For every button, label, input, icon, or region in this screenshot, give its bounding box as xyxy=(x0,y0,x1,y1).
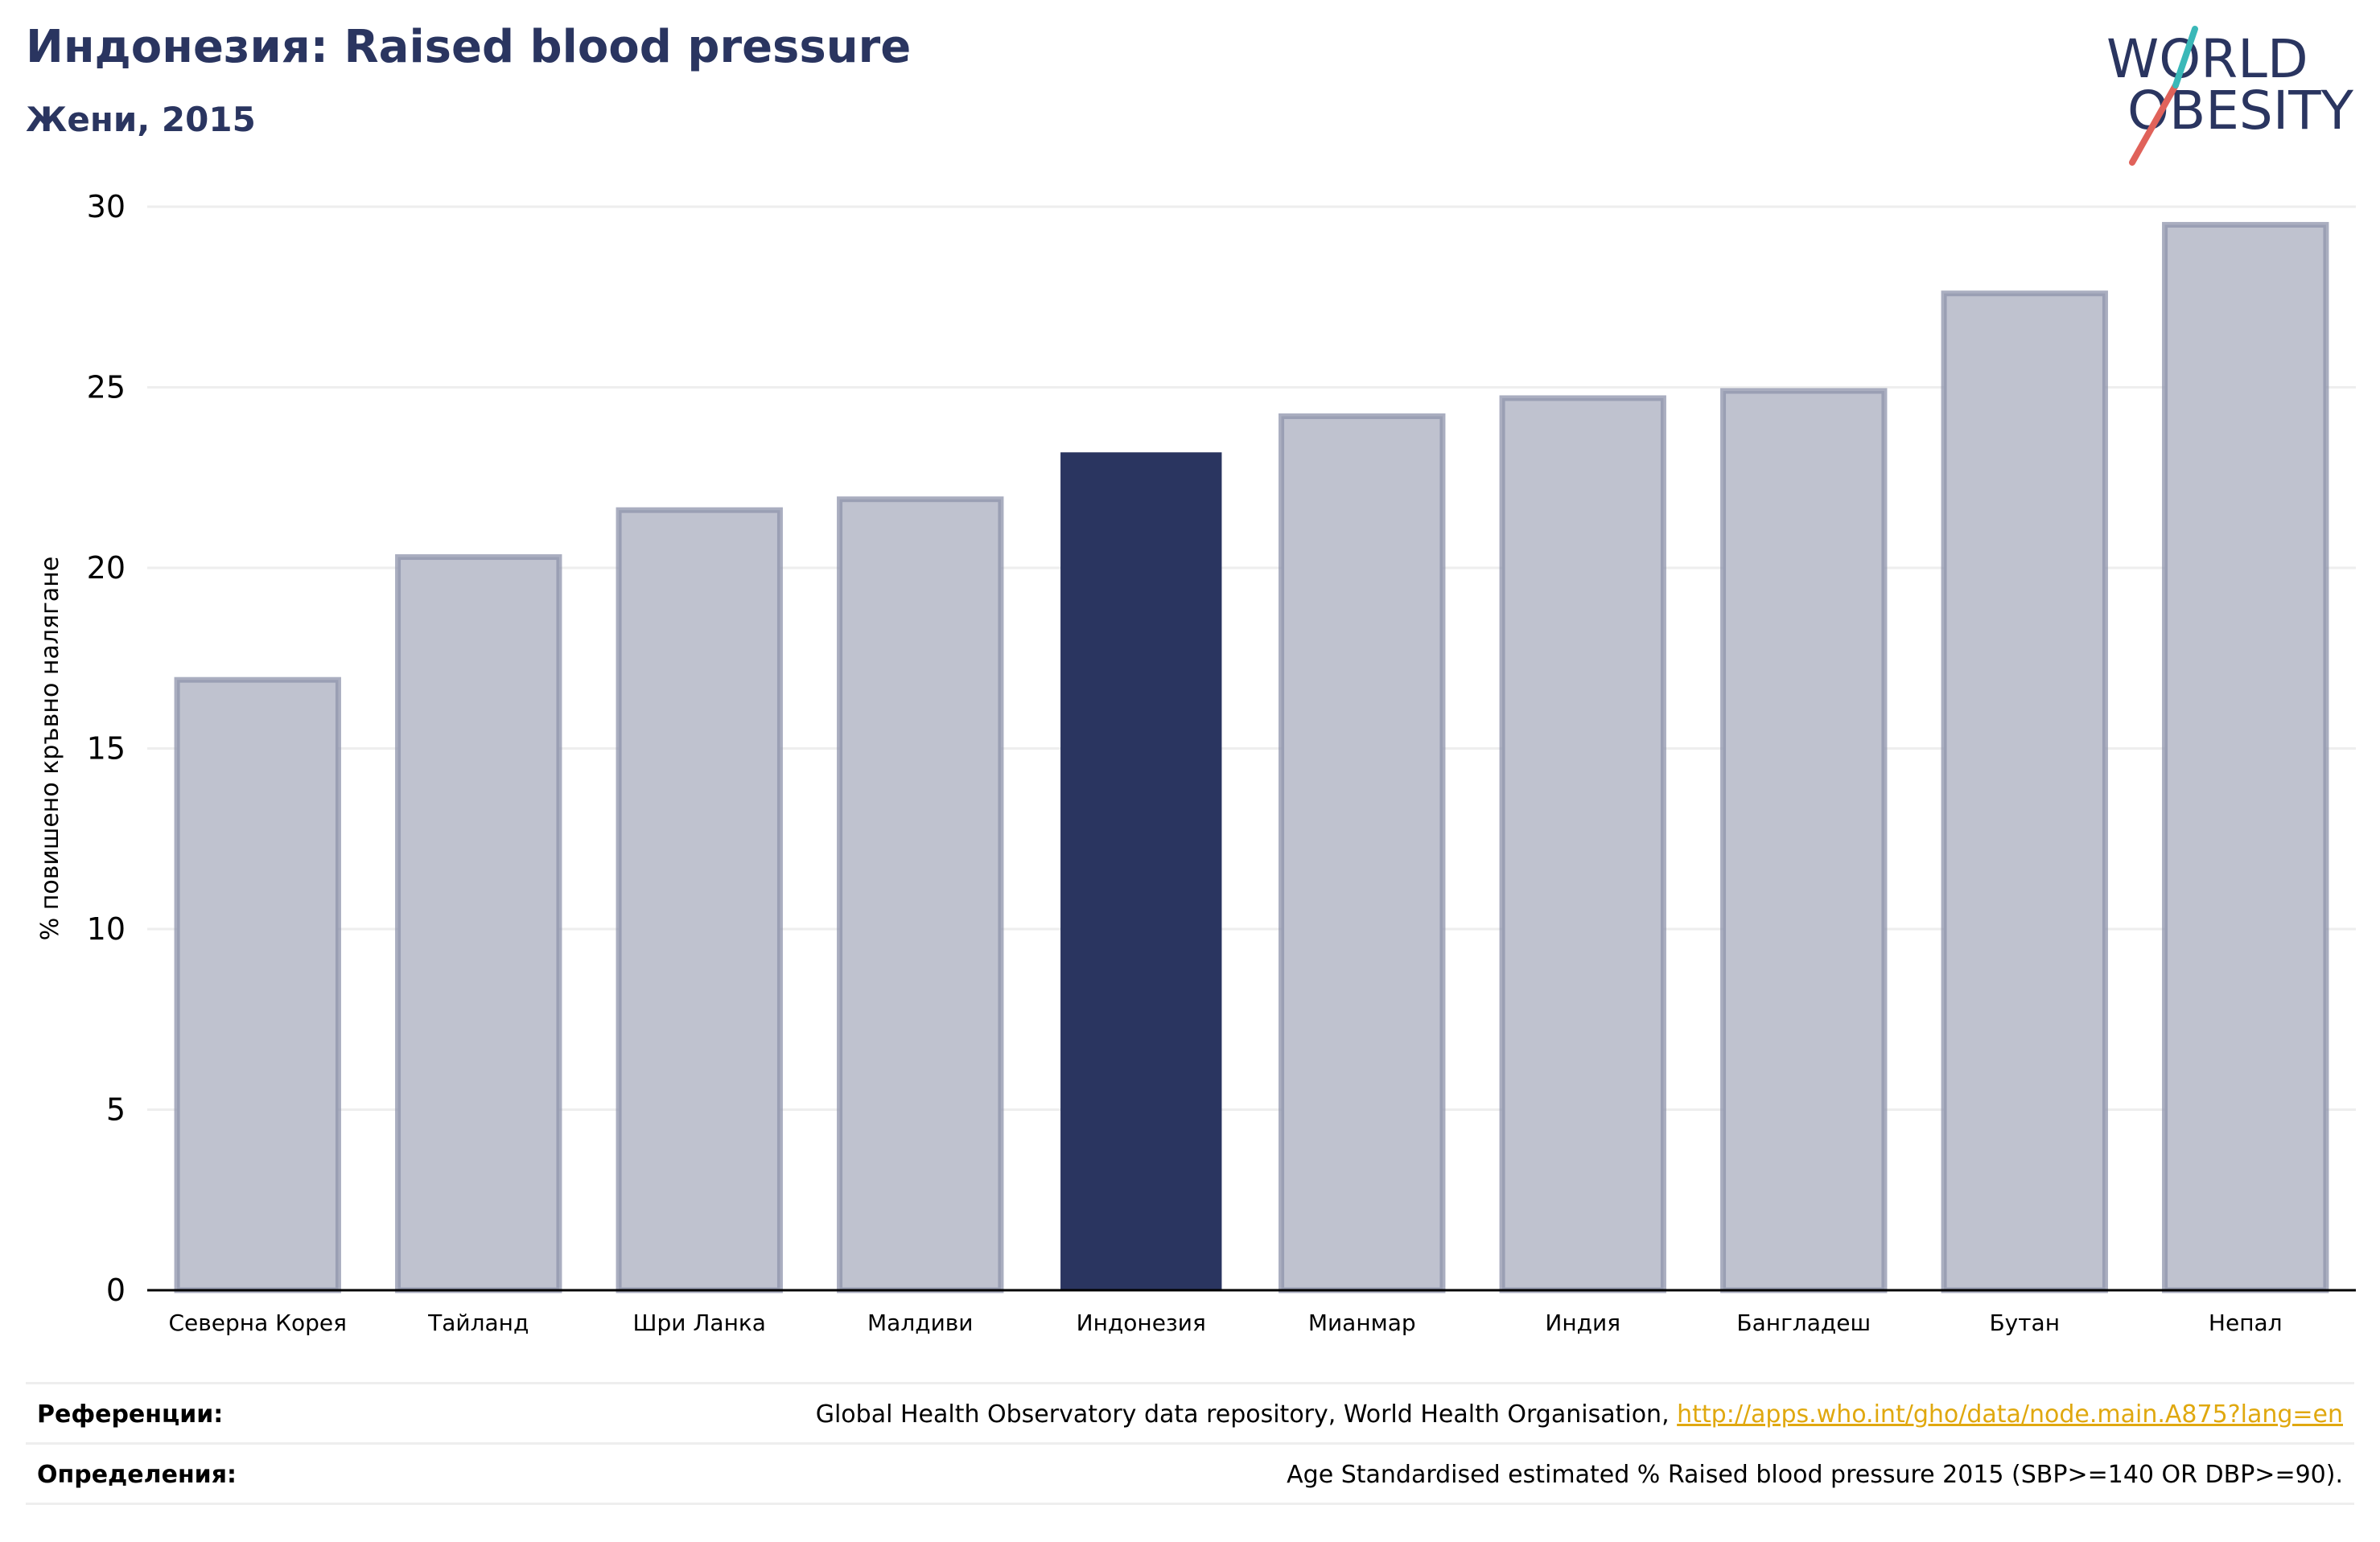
bar xyxy=(837,496,1004,1293)
logo-slash-teal xyxy=(2172,26,2198,88)
world-obesity-logo: WORLD OBESITY xyxy=(2106,26,2354,166)
x-tick-label: Индонезия xyxy=(1077,1310,1206,1336)
references-label: Референции: xyxy=(37,1400,224,1429)
x-tick-label: Индия xyxy=(1545,1310,1620,1336)
y-tick-label: 15 xyxy=(87,731,126,767)
bar xyxy=(1279,413,1446,1293)
x-tick-label: Северна Корея xyxy=(169,1310,348,1336)
footer-table: Референции: Global Health Observatory da… xyxy=(26,1382,2354,1505)
x-tick-label: Шри Ланка xyxy=(633,1310,766,1336)
bar xyxy=(616,507,783,1293)
y-tick-label: 30 xyxy=(87,189,126,224)
logo-world-text: WORLD xyxy=(2106,28,2308,90)
bar-layer xyxy=(174,221,2329,1293)
y-tick-label: 0 xyxy=(106,1273,126,1308)
logo-obesity-text: OBESITY xyxy=(2127,80,2354,142)
definitions-row: Определения: Age Standardised estimated … xyxy=(26,1442,2354,1505)
y-tick-label: 20 xyxy=(87,550,126,586)
definitions-label: Определения: xyxy=(37,1461,237,1489)
definitions-value: Age Standardised estimated % Raised bloo… xyxy=(1287,1461,2343,1489)
y-tick-labels: 0 5 10 15 20 25 30 xyxy=(87,189,126,1308)
bar xyxy=(1720,388,1888,1293)
bar xyxy=(1941,290,2108,1293)
y-tick-label: 25 xyxy=(87,370,126,405)
x-tick-label: Бангладеш xyxy=(1736,1310,1871,1336)
x-tick-label: Бутан xyxy=(1989,1310,2060,1336)
y-tick-label: 5 xyxy=(106,1092,126,1128)
x-tick-labels: Северна Корея Тайланд Шри Ланка Малдиви Индо… xyxy=(169,1310,2283,1336)
references-link[interactable]: http://apps.who.int/gho/data/node.main.A… xyxy=(1677,1400,2343,1429)
x-tick-label: Тайланд xyxy=(427,1310,529,1336)
bar xyxy=(1499,395,1666,1293)
bar xyxy=(2162,221,2329,1293)
x-tick-label: Мианмар xyxy=(1308,1310,1416,1336)
bar-highlighted xyxy=(1060,452,1222,1290)
bar-chart: 0 5 10 15 20 25 30 Северна Корея Тайланд Шри Лан… xyxy=(36,189,2356,1336)
bar xyxy=(395,554,562,1293)
y-tick-label: 10 xyxy=(87,911,126,947)
references-value: Global Health Observatory data repositor… xyxy=(816,1400,2343,1429)
x-tick-label: Малдиви xyxy=(867,1310,973,1336)
chart-title: Индонезия: Raised blood pressure xyxy=(26,21,912,73)
logo-slash-red xyxy=(2129,82,2179,166)
references-text: Global Health Observatory data repositor… xyxy=(815,1400,1678,1429)
y-axis-label: % повишено кръвно налягане xyxy=(36,557,64,941)
x-tick-label: Непал xyxy=(2209,1310,2283,1336)
chart-subtitle: Жени, 2015 xyxy=(26,100,256,139)
references-row: Референции: Global Health Observatory da… xyxy=(26,1382,2354,1442)
bar xyxy=(174,676,341,1293)
